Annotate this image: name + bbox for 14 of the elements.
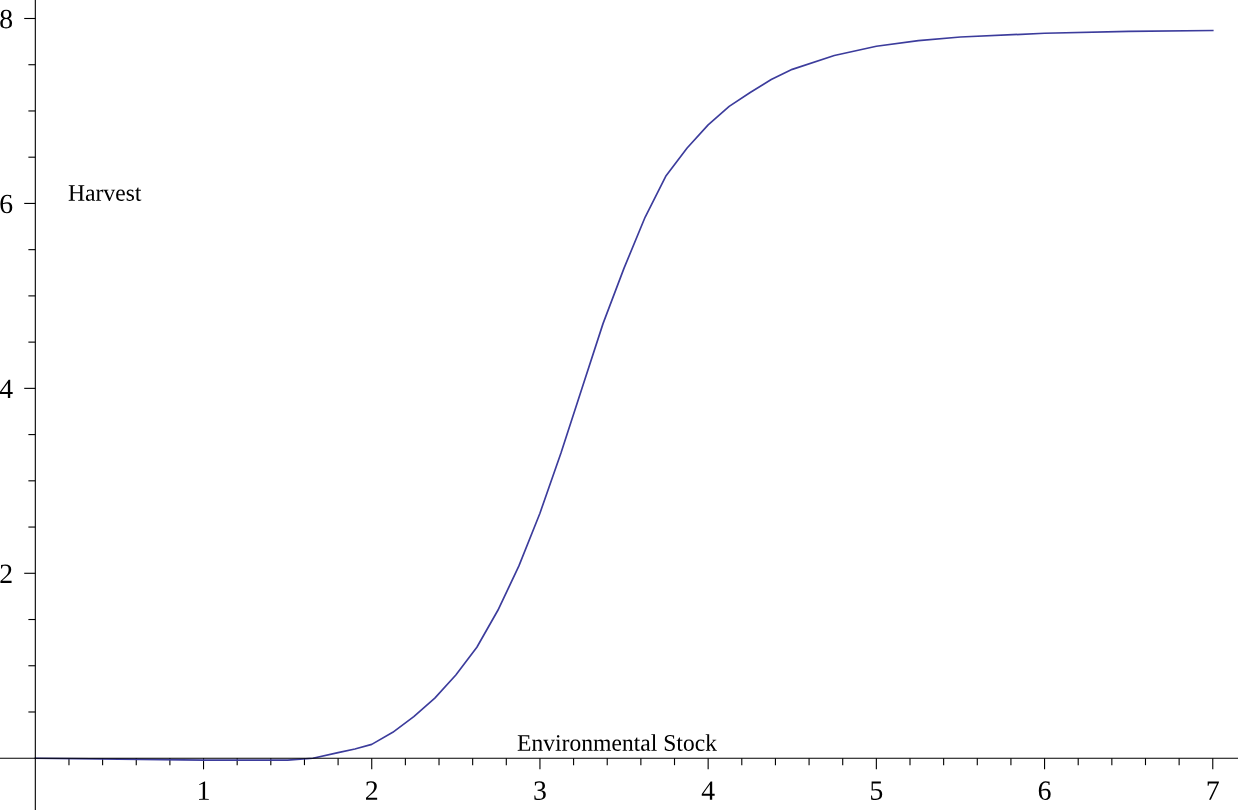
x-tick-label: 3 xyxy=(534,781,546,800)
x-tick-label: 1 xyxy=(199,781,209,800)
x-tick-label: 4 xyxy=(701,781,715,800)
x-tick-label: 7 xyxy=(1207,781,1219,800)
y-axis-title: Harvest xyxy=(68,185,142,201)
x-axis-title: Environmental Stock xyxy=(517,734,717,751)
x-tick-label: 5 xyxy=(871,781,883,800)
x-tick-label: 2 xyxy=(366,781,378,800)
y-tick-label: 8 xyxy=(0,9,13,29)
y-tick-label: 4 xyxy=(0,379,13,398)
line-series xyxy=(34,29,1214,761)
y-tick-label: 2 xyxy=(0,564,12,583)
x-tick-label: 6 xyxy=(1038,781,1051,800)
y-tick-label: 6 xyxy=(0,194,13,214)
